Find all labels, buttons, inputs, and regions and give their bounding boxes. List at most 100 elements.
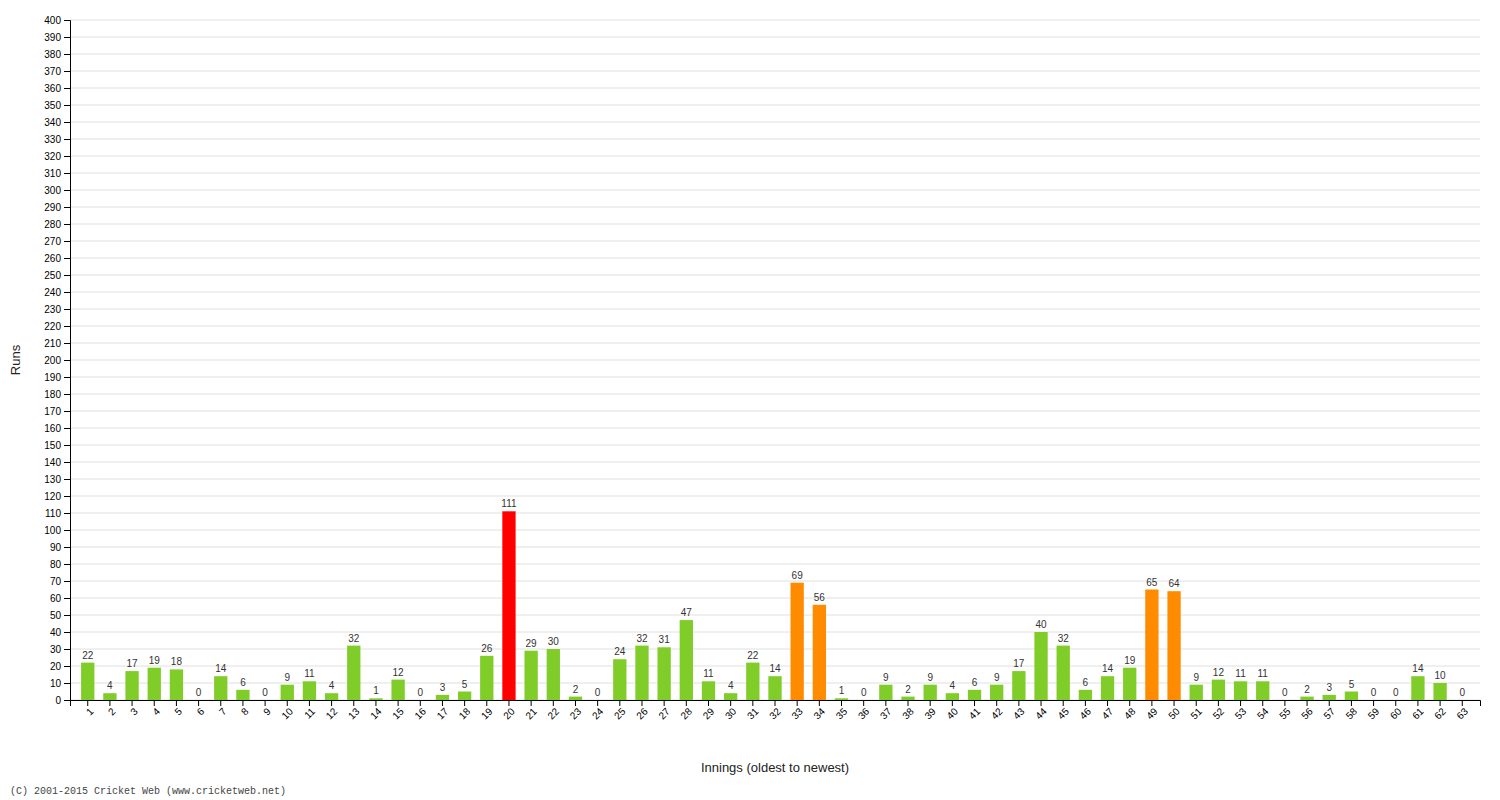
data-label: 18 xyxy=(171,656,183,667)
tick-label: 50 xyxy=(1166,705,1182,721)
tick-label: 230 xyxy=(44,304,61,315)
tick: 13 xyxy=(346,700,362,721)
tick-mark xyxy=(1041,700,1042,706)
data-label: 4 xyxy=(950,680,956,691)
tick-mark xyxy=(64,190,70,191)
tick-mark xyxy=(64,258,70,259)
tick-label: 330 xyxy=(44,134,61,145)
tick-mark xyxy=(64,581,70,582)
grid-line xyxy=(70,326,1480,327)
tick: 63 xyxy=(1454,700,1470,721)
tick-label: 32 xyxy=(767,705,783,721)
tick: 57 xyxy=(1321,700,1337,721)
tick-label: 27 xyxy=(656,705,672,721)
tick-label: 45 xyxy=(1055,705,1071,721)
tick: 27 xyxy=(656,700,672,721)
tick-mark xyxy=(597,700,598,706)
tick-mark xyxy=(1462,700,1463,706)
bar xyxy=(1367,700,1380,701)
tick-label: 20 xyxy=(50,661,62,672)
tick: 340 xyxy=(44,117,70,128)
tick-label: 63 xyxy=(1454,705,1470,721)
tick: 42 xyxy=(989,700,1005,721)
tick-label: 43 xyxy=(1011,705,1027,721)
grid-line xyxy=(70,479,1480,480)
tick-label: 12 xyxy=(324,705,340,721)
tick: 270 xyxy=(44,236,70,247)
tick-mark xyxy=(775,700,776,706)
bar xyxy=(879,685,892,700)
tick-label: 1 xyxy=(84,705,96,717)
bar xyxy=(791,583,804,700)
grid-line xyxy=(70,496,1480,497)
tick: 280 xyxy=(44,219,70,230)
tick-label: 24 xyxy=(590,705,606,721)
tick: 36 xyxy=(856,700,872,721)
tick-label: 100 xyxy=(44,525,61,536)
tick-label: 61 xyxy=(1410,705,1426,721)
bar xyxy=(281,685,294,700)
tick-mark xyxy=(64,632,70,633)
tick: 41 xyxy=(967,700,983,721)
tick: 38 xyxy=(900,700,916,721)
data-label: 40 xyxy=(1035,619,1047,630)
tick: 58 xyxy=(1344,700,1360,721)
x-axis: 1234567891011121314151617181920212223242… xyxy=(71,700,1481,721)
tick-label: 2 xyxy=(106,705,118,717)
tick-mark xyxy=(64,156,70,157)
data-label: 14 xyxy=(1102,663,1114,674)
tick: 130 xyxy=(44,474,70,485)
tick: 33 xyxy=(789,700,805,721)
data-label: 19 xyxy=(149,655,161,666)
tick: 28 xyxy=(678,700,694,721)
grid-line xyxy=(70,139,1480,140)
tick-mark xyxy=(64,615,70,616)
tick-mark xyxy=(1417,700,1418,706)
grid xyxy=(70,20,1480,700)
data-label: 0 xyxy=(196,687,202,698)
tick: 61 xyxy=(1410,700,1426,721)
plot: 1234567891011121314151617181920212223242… xyxy=(44,15,1480,722)
tick-mark xyxy=(819,700,820,706)
tick-mark xyxy=(64,241,70,242)
tick-mark xyxy=(1262,700,1263,706)
bar xyxy=(325,693,338,700)
bar xyxy=(724,693,737,700)
grid-line xyxy=(70,462,1480,463)
tick: 23 xyxy=(568,700,584,721)
tick: 39 xyxy=(922,700,938,721)
tick: 11 xyxy=(302,700,317,721)
tick: 5 xyxy=(172,700,184,717)
tick: 19 xyxy=(479,700,495,721)
tick: 300 xyxy=(44,185,70,196)
tick-mark xyxy=(64,496,70,497)
tick-label: 260 xyxy=(44,253,61,264)
data-label: 14 xyxy=(215,663,227,674)
bar xyxy=(1411,676,1424,700)
tick-label: 54 xyxy=(1255,705,1271,721)
tick-mark xyxy=(1329,700,1330,706)
bar xyxy=(702,681,715,700)
tick-mark xyxy=(309,700,310,706)
bar xyxy=(1456,700,1469,701)
grid-line xyxy=(70,632,1480,633)
tick: 51 xyxy=(1188,700,1204,721)
tick: 10 xyxy=(279,700,295,721)
tick-label: 320 xyxy=(44,151,61,162)
tick-label: 400 xyxy=(44,15,61,26)
data-label: 11 xyxy=(304,668,315,679)
data-label: 0 xyxy=(861,687,867,698)
bar xyxy=(569,697,582,700)
data-label: 47 xyxy=(681,607,693,618)
tick-mark xyxy=(619,700,620,706)
grid-line xyxy=(70,649,1480,650)
tick-mark xyxy=(1373,700,1374,706)
data-label: 0 xyxy=(595,687,601,698)
tick-mark xyxy=(508,700,509,706)
tick: 20 xyxy=(50,661,70,672)
tick-label: 57 xyxy=(1321,705,1337,721)
data-label: 2 xyxy=(573,684,579,695)
bar xyxy=(591,700,604,701)
data-label: 3 xyxy=(440,682,446,693)
tick-mark xyxy=(1174,700,1175,706)
